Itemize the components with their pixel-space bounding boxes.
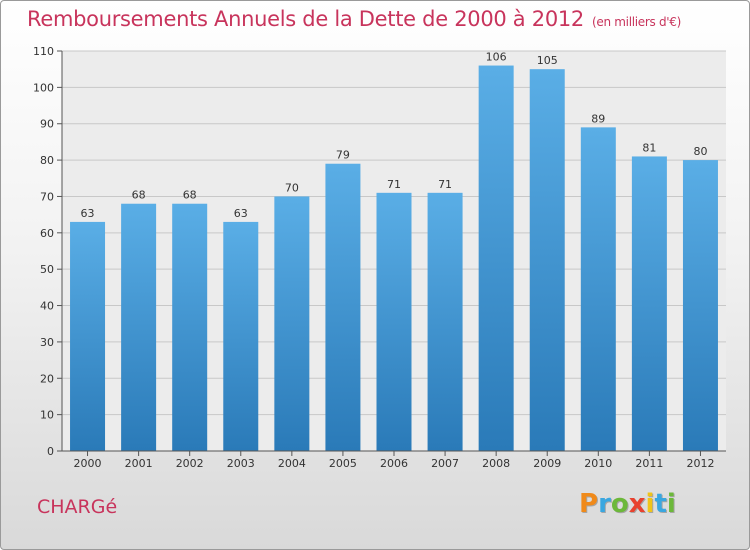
- x-tick-label: 2011: [635, 457, 663, 470]
- y-tick-label: 0: [47, 445, 54, 458]
- y-tick-label: 60: [40, 227, 54, 240]
- bar-value-label: 70: [285, 181, 299, 194]
- y-tick-label: 80: [40, 154, 54, 167]
- bar-2000: [70, 221, 106, 451]
- bar-value-label: 106: [486, 51, 507, 64]
- bar-2010: [580, 127, 616, 451]
- bar-value-label: 68: [183, 189, 197, 202]
- x-tick-label: 2002: [176, 457, 204, 470]
- x-tick-label: 2000: [74, 457, 102, 470]
- bars: 63 68 68 63 70 79 71 71 106 105 89 81 80: [70, 51, 718, 452]
- bar-2009: [529, 69, 565, 451]
- x-tick-label: 2006: [380, 457, 408, 470]
- logo-letter: i: [666, 489, 676, 519]
- bar-value-label: 79: [336, 149, 350, 162]
- bar-2005: [325, 163, 361, 451]
- y-tick-label: 10: [40, 409, 54, 422]
- x-tick-label: 2009: [533, 457, 561, 470]
- bar-value-label: 81: [642, 141, 656, 154]
- y-tick-label: 90: [40, 118, 54, 131]
- bar-2008: [478, 65, 514, 451]
- y-tick-label: 20: [40, 372, 54, 385]
- bar-2002: [172, 203, 208, 451]
- logo-letter: P: [579, 489, 599, 519]
- bar-value-label: 71: [438, 178, 452, 191]
- bar-value-label: 80: [693, 145, 707, 158]
- x-tick-label: 2005: [329, 457, 357, 470]
- logo-letter: r: [598, 489, 611, 519]
- x-tick-label: 2010: [584, 457, 612, 470]
- axes: 0 10 20 30 40 50 60 70 80 90 100 110 2000 2001 2002 200…: [33, 45, 726, 470]
- bar-value-label: 105: [537, 54, 558, 67]
- logo-letter: i: [645, 489, 655, 519]
- bar-2011: [631, 156, 667, 452]
- bar-value-label: 63: [81, 207, 95, 220]
- x-tick-label: 2003: [227, 457, 255, 470]
- bar-value-label: 68: [132, 189, 146, 202]
- x-tick-label: 2012: [686, 457, 714, 470]
- x-tick-label: 2007: [431, 457, 459, 470]
- bar-2012: [682, 160, 718, 451]
- x-tick-label: 2004: [278, 457, 306, 470]
- y-tick-label: 50: [40, 263, 54, 276]
- x-tick-label: 2001: [125, 457, 153, 470]
- x-tick-label: 2008: [482, 457, 510, 470]
- y-tick-label: 40: [40, 300, 54, 313]
- y-tick-label: 110: [33, 45, 54, 58]
- bar-2007: [427, 192, 463, 451]
- bar-value-label: 89: [591, 112, 605, 125]
- bar-2003: [223, 221, 259, 451]
- unit-note: (en milliers d'€): [592, 15, 682, 29]
- logo-letter: x: [628, 489, 646, 519]
- place-name: CHARGé: [37, 496, 118, 518]
- bar-2004: [274, 196, 310, 451]
- chart-title: Remboursements Annuels de la Dette de 20…: [27, 7, 681, 31]
- bar-2006: [376, 192, 412, 451]
- y-tick-label: 30: [40, 336, 54, 349]
- proxiti-logo: Proxiti: [579, 489, 676, 519]
- bar-value-label: 71: [387, 178, 401, 191]
- title-text: Remboursements Annuels de la Dette de 20…: [27, 7, 584, 31]
- y-tick-label: 100: [33, 81, 54, 94]
- logo-letter: t: [654, 489, 667, 519]
- bar-value-label: 63: [234, 207, 248, 220]
- bar-2001: [121, 203, 157, 451]
- logo-letter: o: [610, 489, 629, 519]
- y-tick-label: 70: [40, 190, 54, 203]
